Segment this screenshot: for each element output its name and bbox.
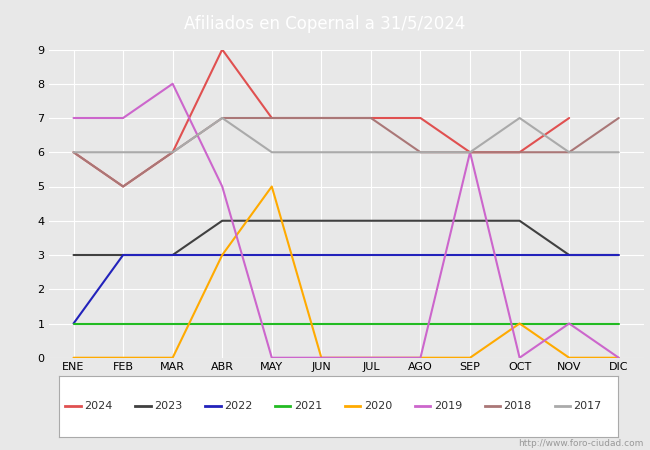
Text: http://www.foro-ciudad.com: http://www.foro-ciudad.com: [518, 439, 644, 448]
Text: 2017: 2017: [573, 401, 602, 411]
Text: 2019: 2019: [434, 401, 462, 411]
Text: 2021: 2021: [294, 401, 322, 411]
Text: Afiliados en Copernal a 31/5/2024: Afiliados en Copernal a 31/5/2024: [185, 14, 465, 33]
Text: 2020: 2020: [364, 401, 392, 411]
Text: 2024: 2024: [84, 401, 112, 411]
Text: 2018: 2018: [504, 401, 532, 411]
Text: 2023: 2023: [154, 401, 183, 411]
Text: 2022: 2022: [224, 401, 252, 411]
